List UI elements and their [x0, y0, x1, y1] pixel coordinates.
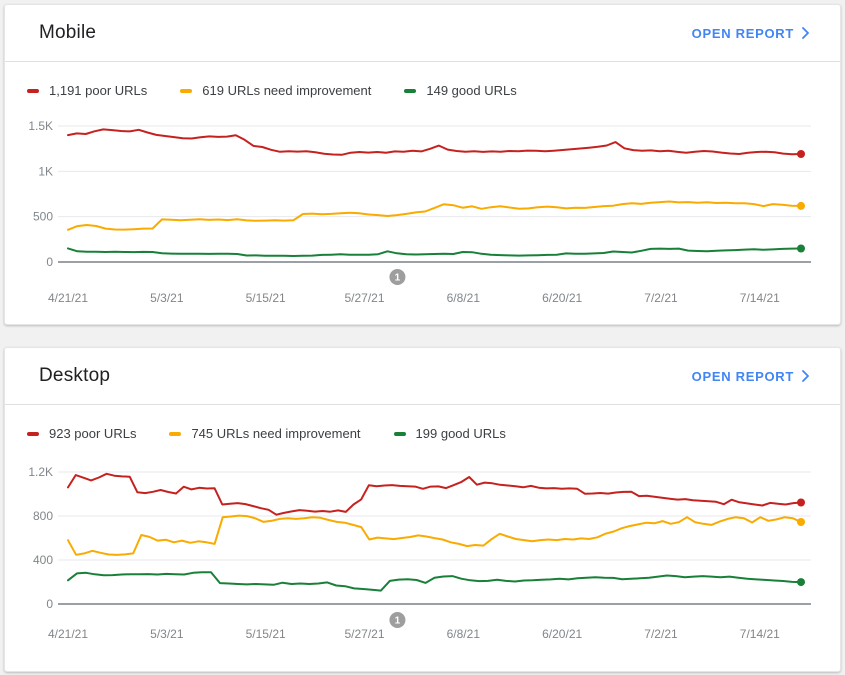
legend-item-good[interactable]: 149 good URLs [404, 83, 517, 98]
x-axis-tick-label: 6/8/21 [447, 627, 481, 641]
desktop-legend: 923 poor URLs 745 URLs need improvement … [5, 405, 840, 441]
series-endpoint-dot [797, 498, 805, 507]
poor-series-dash-icon [27, 431, 39, 436]
mobile-card: Mobile OPEN REPORT 1,191 poor URLs 619 U… [4, 4, 841, 325]
x-axis-tick-label: 5/3/21 [150, 627, 184, 641]
y-axis-tick-label: 0 [46, 597, 53, 611]
x-axis-tick-label: 7/2/21 [644, 291, 678, 305]
series-line-good-urls[interactable] [67, 247, 802, 257]
x-axis-tick-label: 7/2/21 [644, 627, 678, 641]
legend-label: 149 good URLs [426, 83, 517, 98]
series-line-urls-need-improvement[interactable] [67, 200, 802, 231]
x-axis-tick-label: 5/27/21 [344, 291, 384, 305]
y-axis-tick-label: 800 [33, 509, 53, 523]
annotation-badge-label: 1 [395, 273, 401, 284]
chevron-right-icon [802, 370, 809, 382]
series-line-poor-urls[interactable] [67, 472, 802, 516]
y-axis-tick-label: 1K [38, 164, 53, 178]
series-endpoint-dot [797, 150, 805, 158]
x-axis-tick-label: 4/21/21 [48, 291, 88, 305]
y-axis-tick-label: 1.5K [28, 119, 53, 133]
annotation-badge[interactable] [389, 612, 406, 628]
annotation-badge-label: 1 [395, 616, 401, 627]
y-axis-tick-label: 0 [46, 255, 53, 269]
mobile-card-header: Mobile OPEN REPORT [5, 5, 840, 62]
chevron-right-icon [802, 27, 809, 39]
x-axis-tick-label: 5/27/21 [344, 627, 384, 641]
series-endpoint-dot [797, 201, 805, 210]
desktop-trend-chart[interactable]: 0 400 800 1.2K 4/21/21 5/3/21 5/15/21 5/27/21 6/… [5, 455, 842, 655]
x-axis-tick-label: 7/14/21 [740, 627, 780, 641]
x-axis-tick-label: 5/15/21 [246, 627, 286, 641]
card-title-desktop: Desktop [39, 365, 111, 386]
poor-series-dash-icon [27, 88, 39, 93]
y-axis-tick-label: 500 [33, 210, 53, 224]
open-report-link-mobile[interactable]: OPEN REPORT [692, 26, 810, 41]
x-axis-tick-label: 5/3/21 [150, 291, 184, 305]
legend-item-needs-improvement[interactable]: 619 URLs need improvement [180, 83, 371, 98]
open-report-label: OPEN REPORT [691, 25, 794, 41]
needs-improvement-series-dash-icon [180, 88, 193, 93]
legend-label: 1,191 poor URLs [49, 83, 148, 98]
x-axis-tick-label: 5/15/21 [246, 291, 286, 305]
annotation-badge[interactable] [389, 269, 406, 285]
legend-label: 619 URLs need improvement [202, 83, 372, 98]
series-line-good-urls[interactable] [67, 571, 802, 592]
mobile-trend-chart[interactable]: 0 500 1K 1.5K 4/21/21 5/3/21 5/15/21 5/27/21 6/8… [5, 111, 842, 321]
good-series-dash-icon [393, 431, 406, 436]
open-report-label: OPEN REPORT [691, 368, 794, 384]
series-endpoint-dot [797, 578, 805, 587]
series-endpoint-dot [797, 244, 805, 253]
x-axis-tick-label: 6/20/21 [542, 627, 582, 641]
y-axis-tick-label: 1.2K [28, 465, 53, 479]
x-axis-tick-label: 7/14/21 [740, 291, 780, 305]
legend-label: 199 good URLs [415, 426, 506, 441]
x-axis-tick-label: 4/21/21 [48, 627, 88, 641]
x-axis-tick-label: 6/8/21 [447, 291, 481, 305]
series-endpoint-dot [797, 518, 805, 526]
desktop-card-header: Desktop OPEN REPORT [5, 348, 840, 405]
series-line-poor-urls[interactable] [67, 128, 802, 156]
open-report-link-desktop[interactable]: OPEN REPORT [692, 369, 810, 384]
y-axis-tick-label: 400 [33, 553, 53, 567]
mobile-legend: 1,191 poor URLs 619 URLs need improvemen… [5, 62, 840, 98]
legend-item-poor[interactable]: 923 poor URLs [27, 426, 136, 441]
legend-item-needs-improvement[interactable]: 745 URLs need improvement [169, 426, 361, 441]
needs-improvement-series-dash-icon [169, 431, 182, 436]
good-series-dash-icon [404, 88, 417, 93]
x-axis-tick-label: 6/20/21 [542, 291, 582, 305]
legend-label: 745 URLs need improvement [191, 426, 361, 441]
card-title-mobile: Mobile [39, 22, 97, 43]
legend-label: 923 poor URLs [49, 426, 137, 441]
legend-item-poor[interactable]: 1,191 poor URLs [27, 83, 147, 98]
legend-item-good[interactable]: 199 good URLs [393, 426, 506, 441]
desktop-card: Desktop OPEN REPORT 923 poor URLs 745 UR… [4, 347, 841, 672]
series-line-urls-need-improvement[interactable] [67, 514, 802, 556]
